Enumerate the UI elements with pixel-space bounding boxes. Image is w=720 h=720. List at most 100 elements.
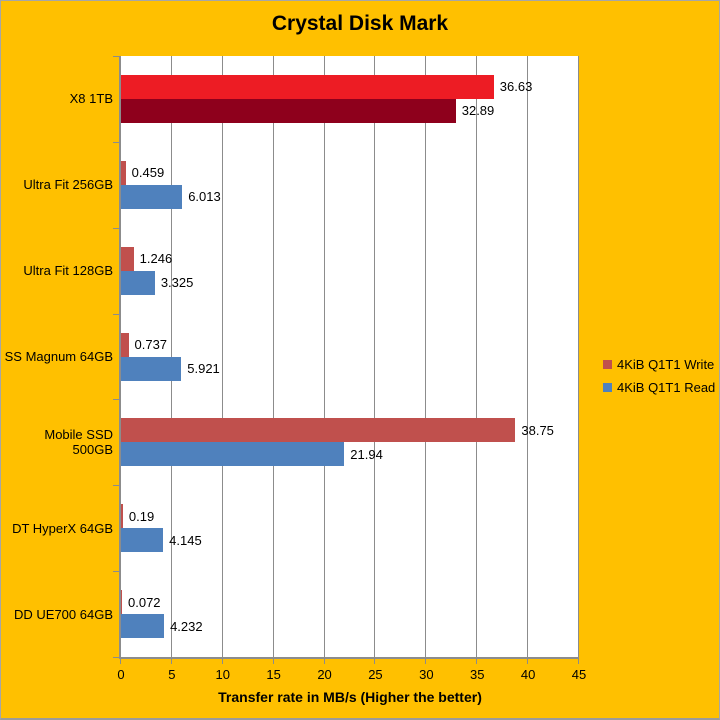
write-bar (121, 504, 123, 529)
x-axis-tick (578, 659, 579, 664)
bar-line: 0.19 (121, 504, 579, 529)
write-bar (121, 418, 516, 443)
data-label: 5.921 (187, 361, 220, 376)
y-axis-tick (113, 657, 119, 658)
x-axis-tick-label: 30 (419, 667, 434, 682)
data-label: 1.246 (139, 251, 173, 267)
bar-line: 38.75 (121, 418, 579, 443)
category-row: 0.19 4.145 (121, 485, 579, 571)
y-axis-tick (113, 56, 119, 57)
data-label: 4.232 (170, 618, 203, 634)
category-row: 36.63 32.89 (121, 56, 579, 142)
write-bar (121, 74, 494, 99)
y-axis-tick (113, 141, 119, 143)
x-axis-tick (120, 659, 121, 664)
x-axis-tick-label: 10 (215, 667, 230, 682)
x-axis: 0 5 10 15 20 25 30 35 40 45 (117, 659, 586, 689)
legend-label-write: 4KiB Q1T1 Write (617, 357, 715, 372)
category-row: 0.459 6.013 (121, 142, 579, 228)
read-bar (121, 614, 165, 639)
category-label: DT HyperX 64GB (12, 520, 113, 536)
x-axis-tick (425, 659, 427, 664)
bar-line: 4.232 (121, 614, 579, 639)
x-axis-title: Transfer rate in MB/s (Higher the better… (218, 689, 482, 705)
data-label: 36.63 (499, 79, 533, 95)
bar-line: 3.325 (121, 270, 579, 295)
read-bar (121, 528, 164, 553)
category-label: Ultra Fit 128GB (23, 263, 113, 279)
category-row: 0.072 4.232 (121, 571, 579, 657)
x-axis-tick-label: 0 (117, 667, 125, 682)
gridline (476, 56, 478, 657)
y-axis-tick (113, 485, 119, 487)
gridline (272, 56, 274, 657)
category-row: 0.737 5.921 (121, 314, 579, 400)
x-axis-tick-label: 45 (571, 667, 587, 682)
bar-line: 0.072 (121, 590, 579, 615)
bar-line: 5.921 (121, 356, 579, 381)
category-label: Mobile SSD 500GB (44, 427, 113, 458)
category-label: SS Magnum 64GB (4, 349, 113, 364)
write-bar (121, 590, 122, 615)
legend-item-read: 4KiB Q1T1 Read (603, 380, 715, 395)
write-bar (121, 246, 134, 271)
legend-item-write: 4KiB Q1T1 Write (603, 357, 715, 372)
gridline (425, 56, 427, 657)
read-bar (121, 356, 182, 381)
data-label: 0.459 (131, 165, 165, 181)
y-axis-tick (113, 399, 119, 401)
data-label: 38.75 (521, 422, 554, 438)
category-label: Ultra Fit 256GB (23, 177, 113, 193)
x-axis-tick-label: 15 (266, 667, 281, 682)
x-axis-tick (170, 659, 172, 664)
x-axis-tick-label: 40 (520, 667, 536, 682)
category-label: DD UE700 64GB (14, 606, 113, 622)
bar-line: 1.246 (121, 246, 579, 271)
category-label: X8 1TB (69, 91, 113, 107)
gridline (221, 56, 223, 657)
data-label: 21.94 (350, 446, 383, 462)
data-label: 0.072 (128, 594, 161, 610)
data-label: 32.89 (461, 103, 495, 119)
x-axis-tick (476, 659, 478, 664)
write-bar (121, 332, 129, 357)
x-axis-tick (272, 659, 274, 664)
bar-line: 0.459 (121, 160, 579, 185)
write-bar (121, 160, 126, 185)
x-axis-tick (323, 659, 325, 664)
data-label: 3.325 (160, 275, 194, 291)
category-row: 38.75 21.94 (121, 399, 579, 485)
read-bar (121, 98, 456, 123)
bar-line: 21.94 (121, 442, 579, 467)
write-series-swatch-icon (603, 360, 612, 369)
read-bar (121, 442, 345, 467)
data-label: 6.013 (188, 189, 221, 205)
gridline (323, 56, 325, 657)
x-axis-tick-label: 25 (368, 667, 383, 682)
category-row: 1.246 3.325 (121, 228, 579, 314)
plot-area: 36.63 32.89 0.459 6.013 1.246 3.325 0.737 5.921… (119, 56, 579, 659)
y-axis-tick (113, 571, 119, 573)
legend-label-read: 4KiB Q1T1 Read (617, 380, 716, 395)
x-axis-tick-label: 35 (469, 667, 485, 682)
chart-title: Crystal Disk Mark (271, 12, 449, 35)
bar-line: 0.737 (121, 332, 579, 357)
gridline (527, 56, 529, 657)
x-axis-tick (374, 659, 376, 664)
gridline (578, 56, 579, 657)
data-label: 0.19 (128, 508, 155, 524)
x-axis-tick (221, 659, 223, 664)
read-bar (121, 270, 155, 295)
x-axis-tick (527, 659, 529, 664)
category-axis: X8 1TB Ultra Fit 256GB Ultra Fit 128GB SS M… (1, 56, 113, 657)
data-label: 0.737 (134, 337, 168, 352)
bar-line: 36.63 (121, 74, 579, 99)
read-series-swatch-icon (603, 383, 612, 392)
x-axis-tick-label: 20 (317, 667, 332, 682)
gridline (374, 56, 376, 657)
bar-line: 32.89 (121, 98, 579, 123)
legend: 4KiB Q1T1 Write 4KiB Q1T1 Read (603, 357, 715, 403)
y-axis-tick (113, 227, 119, 229)
x-axis-tick-label: 5 (168, 667, 176, 682)
